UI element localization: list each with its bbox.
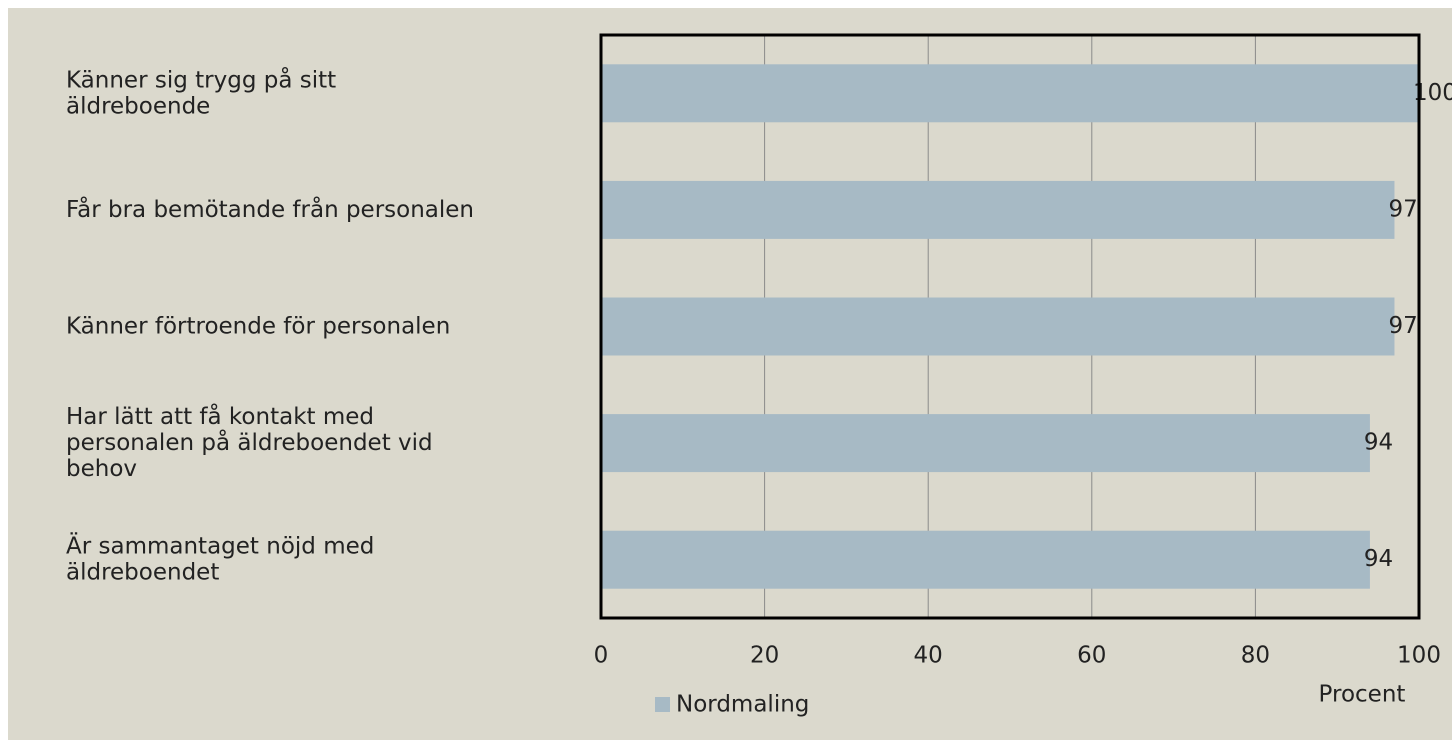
x-tick-label: 0 [594, 643, 609, 669]
bar [601, 297, 1395, 356]
legend-label: Nordmaling [676, 692, 809, 718]
value-label: 97 [1388, 196, 1417, 222]
bar [601, 64, 1419, 123]
bar [601, 180, 1395, 239]
plot-border [599, 33, 1421, 620]
bar [601, 414, 1370, 473]
x-tick-label: 40 [914, 643, 943, 669]
y-tick-label: Är sammantaget nöjd med äldreboendet [66, 531, 374, 585]
y-tick-label: Känner förtroende för personalen [66, 313, 450, 339]
y-tick-label: Har lätt att få kontakt med personalen på… [66, 402, 433, 482]
y-tick-label: Får bra bemötande från personalen [66, 194, 474, 222]
value-label: 97 [1388, 313, 1417, 339]
y-tick-label: Känner sig trygg på sitt äldreboende [66, 65, 336, 119]
x-tick-label: 80 [1241, 643, 1270, 669]
x-tick-label: 20 [750, 643, 779, 669]
value-label: 94 [1364, 546, 1393, 572]
legend-swatch [655, 697, 670, 712]
x-tick-label: 60 [1077, 643, 1106, 669]
x-tick-label: 100 [1397, 643, 1441, 669]
x-axis-label: Procent [1319, 682, 1406, 708]
bar [601, 530, 1370, 589]
value-label: 94 [1364, 430, 1393, 456]
